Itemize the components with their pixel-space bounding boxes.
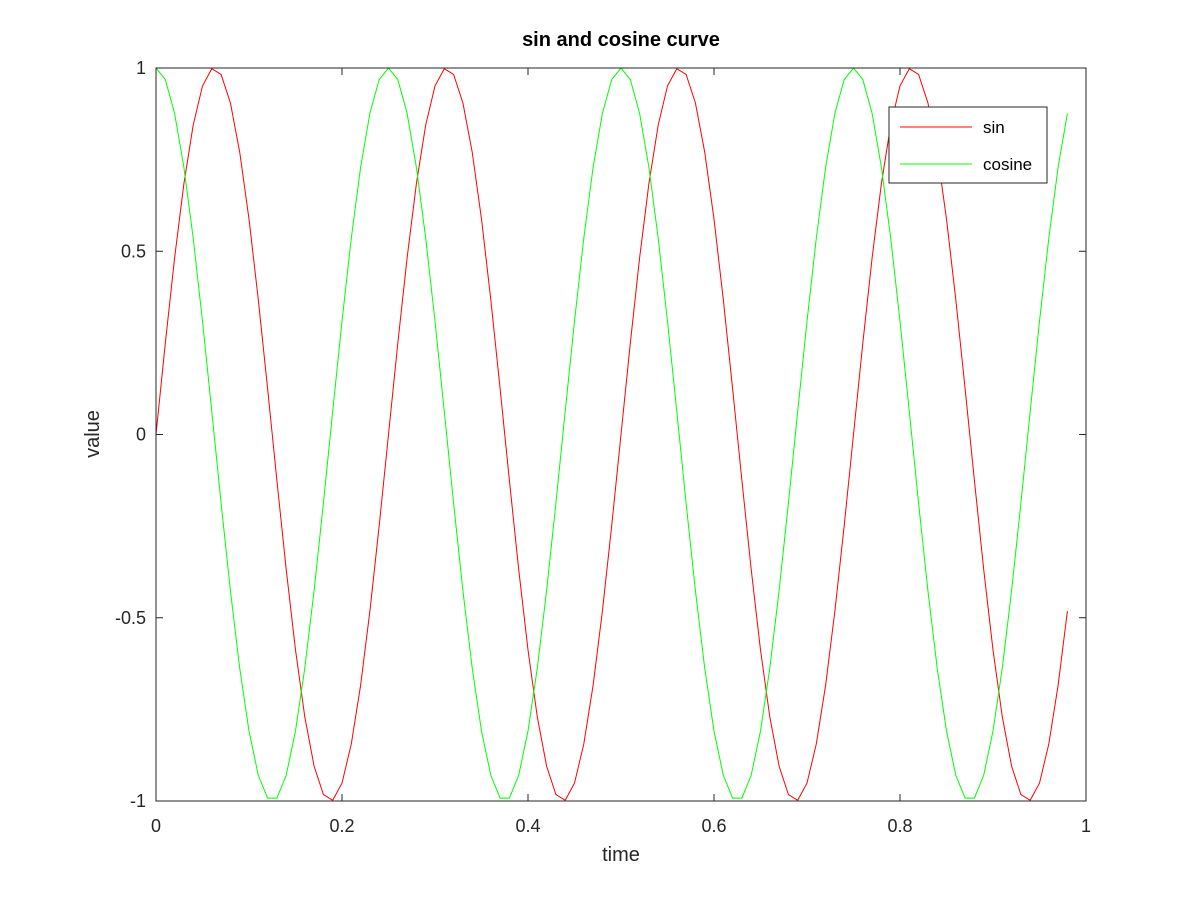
y-tick-label: 0.5 bbox=[121, 241, 146, 261]
ticks-layer: 0 0.2 0.4 0.6 0.8 1 -1 -0.5 0 0.5 1 bbox=[115, 58, 1091, 836]
x-axis-label: time bbox=[602, 844, 640, 866]
series-line-sin bbox=[155, 68, 1068, 801]
legend-label-sin: sin bbox=[983, 118, 1005, 137]
x-tick-label: 0.8 bbox=[887, 816, 912, 836]
y-tick-label: -1 bbox=[130, 791, 146, 811]
x-tick-label: 0.4 bbox=[515, 816, 540, 836]
x-tick-label: 0.6 bbox=[701, 816, 726, 836]
y-tick-label: -0.5 bbox=[115, 608, 146, 628]
legend-label-cosine: cosine bbox=[983, 155, 1032, 174]
x-tick-label: 0.2 bbox=[329, 816, 354, 836]
series-layer bbox=[155, 67, 1068, 801]
x-tick-label: 1 bbox=[1081, 816, 1091, 836]
chart-title: sin and cosine curve bbox=[522, 29, 720, 51]
legend-box bbox=[888, 106, 1048, 184]
series-line-cosine bbox=[155, 67, 1068, 799]
y-axis-label: value bbox=[82, 410, 104, 458]
y-tick-label: 1 bbox=[136, 58, 146, 78]
x-tick-label: 0 bbox=[151, 816, 161, 836]
y-tick-label: 0 bbox=[136, 425, 146, 445]
legend: sin cosine bbox=[888, 106, 1048, 184]
